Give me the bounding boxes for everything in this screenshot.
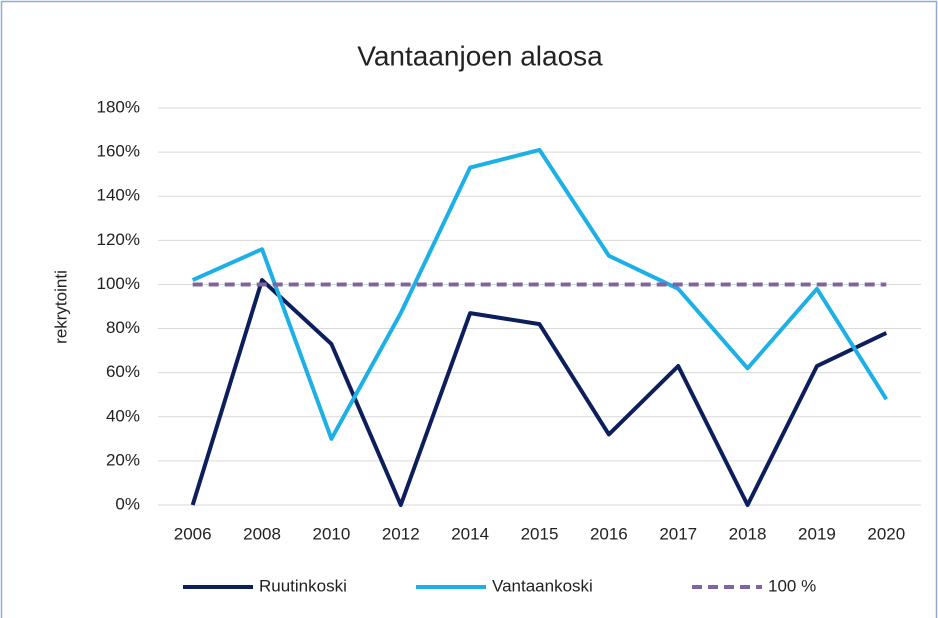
x-tick-label: 2015 <box>521 524 559 543</box>
x-tick-label: 2016 <box>590 524 628 543</box>
legend-label: Vantaankoski <box>492 576 593 595</box>
x-tick-label: 2019 <box>798 524 836 543</box>
y-tick-label: 0% <box>115 494 140 513</box>
chart-title: Vantaanjoen alaosa <box>357 40 603 71</box>
y-tick-label: 60% <box>106 362 140 381</box>
y-tick-label: 160% <box>97 142 140 161</box>
y-tick-label: 100% <box>97 274 140 293</box>
x-tick-label: 2020 <box>867 524 905 543</box>
x-tick-label: 2006 <box>174 524 212 543</box>
y-tick-label: 180% <box>97 97 140 116</box>
series-line <box>191 147 889 441</box>
x-tick-label: 2012 <box>382 524 420 543</box>
y-tick-label: 140% <box>97 186 140 205</box>
x-tick-label: 2017 <box>659 524 697 543</box>
x-tick-label: 2010 <box>312 524 350 543</box>
y-axis-label: rekrytointi <box>51 270 70 344</box>
y-tick-label: 20% <box>106 450 140 469</box>
x-tick-label: 2014 <box>451 524 489 543</box>
x-tick-label: 2008 <box>243 524 281 543</box>
series-line <box>190 278 888 507</box>
legend-label: 100 % <box>768 576 816 595</box>
legend-label: Ruutinkoski <box>259 576 347 595</box>
y-tick-label: 120% <box>97 230 140 249</box>
y-tick-label: 80% <box>106 318 140 337</box>
x-tick-label: 2018 <box>729 524 767 543</box>
y-tick-label: 40% <box>106 406 140 425</box>
